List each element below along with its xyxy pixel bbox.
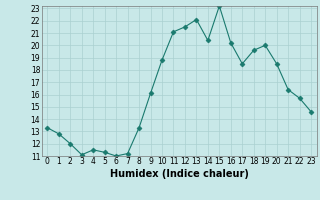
X-axis label: Humidex (Indice chaleur): Humidex (Indice chaleur) bbox=[110, 169, 249, 179]
